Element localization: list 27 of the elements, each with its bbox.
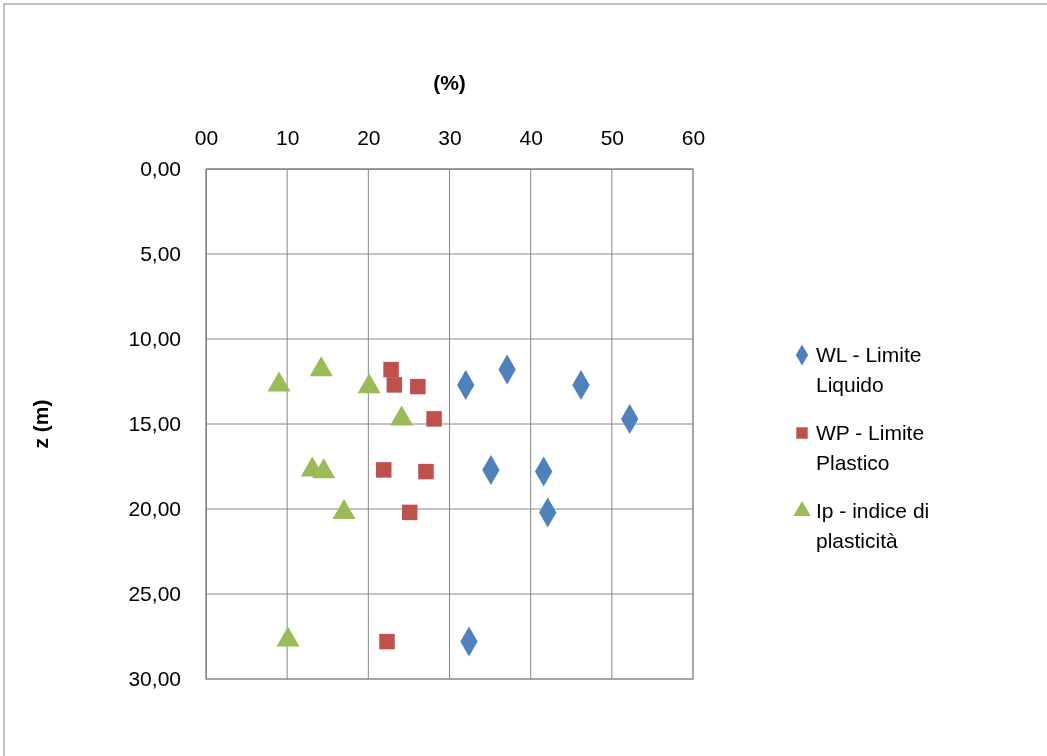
point xyxy=(401,504,418,521)
x-tick-label: 40 xyxy=(519,126,543,149)
legend-label: WL - Limite Liquido xyxy=(816,343,922,396)
legend-label: WP - Limite Plastico xyxy=(816,421,925,474)
y-tick-label: 30,00 xyxy=(128,667,181,691)
point xyxy=(386,377,403,393)
y-tick-label: 5,00 xyxy=(140,242,181,266)
y-axis-title: z (m) xyxy=(29,399,52,449)
y-tick-label: 25,00 xyxy=(128,582,181,606)
y-tick-label: 10,00 xyxy=(128,327,181,351)
point xyxy=(379,633,395,650)
y-tick-label: 0,00 xyxy=(140,157,181,181)
point xyxy=(418,463,434,480)
legend-label: Ip - indice di plasticità xyxy=(816,499,930,552)
x-axis-title: (%) xyxy=(433,71,466,94)
point xyxy=(376,462,392,478)
x-tick-label: 50 xyxy=(600,126,625,149)
x-tick-label: 60 xyxy=(681,126,706,149)
point xyxy=(383,361,399,378)
x-tick-label: 20 xyxy=(357,126,381,149)
point xyxy=(426,411,442,427)
x-tick-label: 00 xyxy=(194,126,219,149)
y-tick-label: 15,00 xyxy=(128,412,181,436)
y-tick-label: 20,00 xyxy=(128,497,181,521)
x-tick-label: 30 xyxy=(438,126,462,149)
x-tick-label: 10 xyxy=(275,126,300,149)
point xyxy=(410,378,426,395)
